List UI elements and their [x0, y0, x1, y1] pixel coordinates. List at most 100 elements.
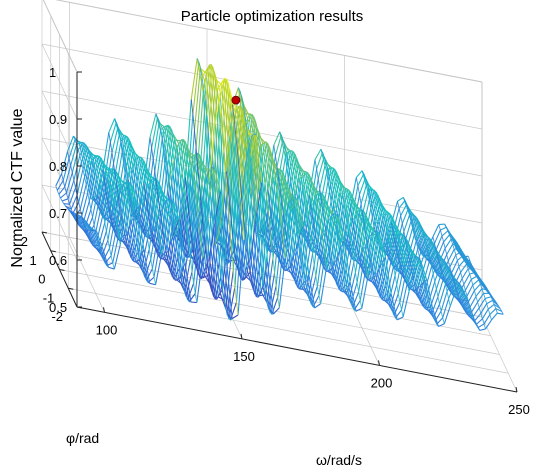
surface-mesh-line [210, 247, 218, 300]
surface-mesh-line [172, 203, 180, 220]
surface-mesh-line [166, 203, 174, 218]
surface-mesh-line [276, 172, 284, 190]
surface-mesh-line [318, 244, 326, 271]
surface-mesh-line [407, 208, 415, 216]
surface-mesh-line [411, 218, 418, 221]
surface-mesh-line [297, 192, 333, 234]
surface-mesh-line [109, 122, 117, 143]
surface-mesh-line [415, 228, 423, 242]
surface-mesh-line [254, 224, 262, 293]
surface-mesh-line [170, 241, 178, 281]
surface-mesh-line [125, 182, 133, 217]
surface-mesh-line [342, 189, 349, 195]
surface-mesh-line [362, 188, 370, 214]
surface-mesh-line [468, 290, 475, 302]
surface-mesh-line [404, 265, 412, 290]
surface-mesh-line [360, 209, 368, 243]
surface-mesh-line [378, 269, 386, 301]
surface-mesh-line [428, 245, 435, 253]
surface-mesh-line [474, 283, 481, 291]
surface-mesh-line [332, 214, 340, 252]
surface-mesh-line [140, 256, 148, 281]
surface-mesh-line [349, 207, 386, 282]
surface-mesh-line [382, 238, 390, 269]
surface-mesh-line [140, 157, 148, 190]
surface-mesh-line [411, 214, 419, 238]
surface-mesh-line [391, 233, 399, 257]
surface-mesh-line [477, 323, 485, 329]
surface-mesh-line [493, 303, 501, 309]
surface-mesh-line [277, 169, 285, 219]
surface-mesh-line [168, 139, 176, 182]
surface-mesh-line [372, 198, 380, 213]
surface-mesh-line [334, 263, 342, 291]
surface-mesh-line [454, 283, 461, 286]
surface-mesh-line [244, 172, 252, 256]
surface-mesh-line [415, 256, 423, 285]
surface-mesh-line [93, 156, 100, 166]
y-tick-label: 1 [30, 253, 37, 268]
surface-mesh-line [331, 215, 339, 256]
surface-mesh-line [91, 187, 99, 218]
surface-mesh-line [123, 141, 131, 159]
surface-mesh-line [125, 145, 133, 169]
surface-mesh-line [497, 312, 504, 315]
surface-mesh-line [82, 200, 90, 223]
surface-mesh-line [86, 230, 94, 246]
surface-mesh-line [263, 279, 271, 313]
surface-mesh-line [123, 183, 131, 200]
surface-mesh-line [318, 255, 326, 296]
surface-mesh-line [378, 233, 386, 258]
surface-mesh-line [325, 228, 333, 268]
surface-mesh-line [319, 162, 327, 190]
surface-mesh-line [355, 177, 392, 302]
surface-mesh-line [384, 257, 392, 295]
surface-mesh-line [363, 195, 371, 224]
surface-mesh-line [310, 203, 318, 243]
surface-mesh-line [249, 134, 257, 159]
surface-mesh-line [387, 247, 395, 268]
surface-mesh-line [421, 283, 429, 310]
surface-mesh-line [389, 296, 397, 319]
surface-mesh-line [108, 171, 116, 208]
surface-mesh-line [438, 323, 445, 328]
surface-mesh-line [349, 281, 357, 312]
surface-mesh-line [303, 172, 311, 211]
x-axis-label: ω/rad/s [316, 452, 362, 468]
surface-mesh-line [396, 316, 404, 321]
surface-mesh-line [359, 266, 367, 301]
surface-mesh-line [439, 284, 446, 305]
surface-mesh-line [288, 203, 296, 253]
surface-mesh-line [175, 227, 183, 273]
surface-mesh-line [431, 258, 439, 276]
surface-mesh-line [278, 257, 286, 308]
surface-mesh-line [301, 171, 308, 179]
surface-mesh-line [455, 280, 463, 300]
surface-mesh-line [437, 277, 445, 297]
surface-mesh-line [132, 151, 140, 158]
surface-mesh-line [452, 243, 459, 246]
surface-mesh-line [240, 131, 248, 199]
surface-mesh-line [292, 257, 300, 290]
surface-mesh-line [172, 236, 180, 279]
surface-mesh-line [63, 203, 70, 205]
surface-mesh-line [273, 131, 281, 146]
surface-mesh-line [443, 234, 450, 243]
surface-mesh-line [296, 199, 304, 227]
surface-mesh-line [231, 314, 239, 320]
surface-mesh-line [279, 131, 315, 309]
surface-mesh [55, 58, 504, 331]
surface-mesh-line [312, 212, 320, 254]
z-tick-label: 0.9 [49, 112, 67, 127]
surface-mesh-line [344, 236, 352, 258]
surface-mesh-line [218, 296, 225, 301]
surface-mesh-line [91, 230, 99, 249]
surface-mesh-line [216, 208, 224, 279]
surface-mesh-line [109, 169, 117, 203]
surface-mesh-line [421, 228, 429, 238]
surface-mesh-line [416, 288, 424, 307]
surface-mesh-line [197, 168, 205, 216]
surface-mesh-line [455, 251, 462, 256]
surface-mesh-line [317, 156, 325, 179]
